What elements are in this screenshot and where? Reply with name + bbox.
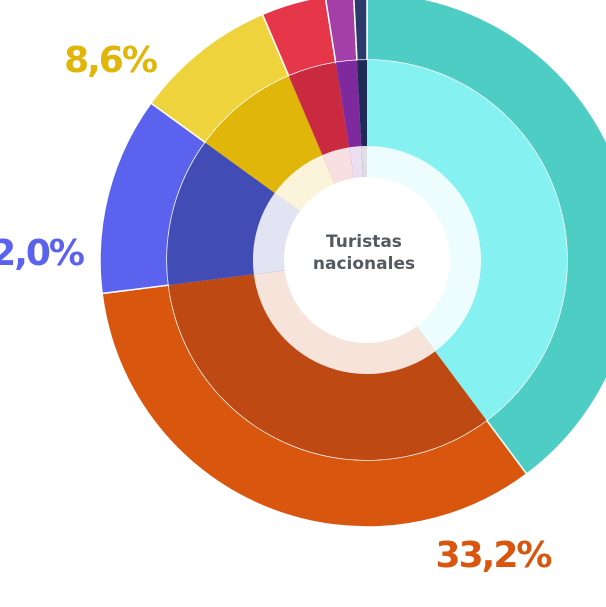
inner-veil [322,147,355,185]
inner-veil [274,155,335,212]
middle-segment [367,60,567,421]
center-hole [284,177,450,343]
inner-veil [252,192,301,275]
middle-segment [356,60,367,147]
center-label: nacionales [313,254,415,274]
value-label: 8,6% [64,40,157,81]
inner-veil [349,146,363,180]
value-label: 33,2% [436,535,552,576]
middle-segment [168,274,487,460]
inner-veil [361,146,367,179]
donut [99,0,606,528]
middle-segment [288,62,350,156]
value-label: 12,0% [0,233,84,274]
middle-segment [167,142,275,286]
inner-veil [367,146,481,352]
inner-veil [253,270,436,374]
middle-segment [335,60,362,148]
middle-segment [205,75,323,193]
center-label: Turistas [326,232,402,252]
